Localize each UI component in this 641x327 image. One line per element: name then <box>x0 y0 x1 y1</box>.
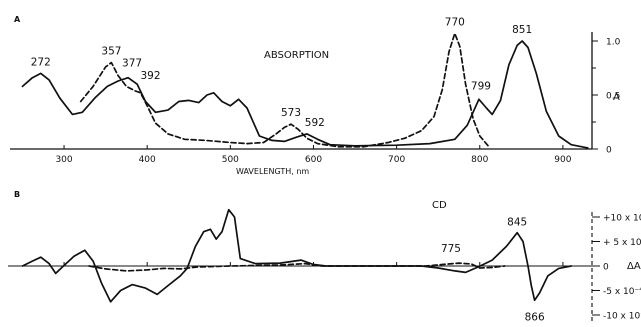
absorption-y-label: A <box>613 92 620 103</box>
absorption-peak-label: 573 <box>281 107 301 119</box>
absorption-x-tick-label: 700 <box>388 155 405 165</box>
cd-y-tick-label: + 5 x 10⁻⁴ <box>603 238 641 248</box>
cd-y-label: ΔA <box>627 261 641 272</box>
cd-peak-label: 866 <box>525 311 545 323</box>
cd-series <box>21 208 573 303</box>
cd-y-tick-label: +10 x 10⁻⁴ <box>603 214 641 224</box>
absorption-solid-line <box>21 40 589 149</box>
cd-y-ticks: +10 x 10⁻⁴ + 5 x 10⁻⁴ 0 -5 x 10⁻⁴ -10 x 10⁻⁴ <box>592 214 641 322</box>
absorption-y-tick-label: 1.0 <box>606 38 621 48</box>
absorption-panel: A ABSORPTION 300 400 500 600 700 800 900 0 0.5 1… <box>10 15 621 176</box>
absorption-peak-label: 377 <box>122 58 142 70</box>
cd-solid-line <box>21 208 573 303</box>
absorption-peak-label: 357 <box>101 46 121 58</box>
absorption-peak-label: 851 <box>512 24 532 36</box>
absorption-x-tick-label: 900 <box>554 155 571 165</box>
absorption-annotation: ABSORPTION <box>264 50 329 61</box>
cd-peak-label: 775 <box>441 243 461 255</box>
absorption-y-ticks: 0 0.5 1.0 <box>592 38 621 156</box>
absorption-y-tick-label: 0 <box>606 146 612 156</box>
panel-b-label: B <box>14 190 20 199</box>
absorption-peak-label: 272 <box>31 56 51 68</box>
absorption-x-ticks: 300 400 500 600 700 800 900 <box>55 145 572 165</box>
absorption-peak-label: 392 <box>141 70 161 82</box>
absorption-peak-label: 770 <box>445 16 465 28</box>
absorption-peak-label: 592 <box>305 117 325 129</box>
cd-y-tick-label: 0 <box>603 263 609 273</box>
panel-a-label: A <box>14 15 21 24</box>
cd-y-tick-label: -5 x 10⁻⁴ <box>603 287 641 297</box>
absorption-peak-label: 799 <box>471 80 491 92</box>
cd-annotation: CD <box>432 200 447 211</box>
absorption-series <box>21 32 589 149</box>
absorption-y-tick-label: 0.5 <box>606 92 620 102</box>
absorption-x-tick-label: 500 <box>222 155 239 165</box>
cd-panel: B CD +10 x 10⁻⁴ + 5 x 10⁻⁴ 0 -5 x 10⁻⁴ -10 x… <box>8 190 641 324</box>
cd-dashed-line <box>88 262 506 272</box>
absorption-x-tick-label: 600 <box>305 155 322 165</box>
cd-y-tick-label: -10 x 10⁻⁴ <box>603 312 641 322</box>
absorption-x-tick-label: 800 <box>471 155 488 165</box>
absorption-x-tick-label: 400 <box>139 155 156 165</box>
cd-peak-label: 845 <box>507 217 527 229</box>
cd-peak-labels: 775 845 866 <box>441 217 545 324</box>
absorption-x-tick-label: 300 <box>55 155 72 165</box>
absorption-x-label: WAVELENGTH, nm <box>236 167 309 176</box>
